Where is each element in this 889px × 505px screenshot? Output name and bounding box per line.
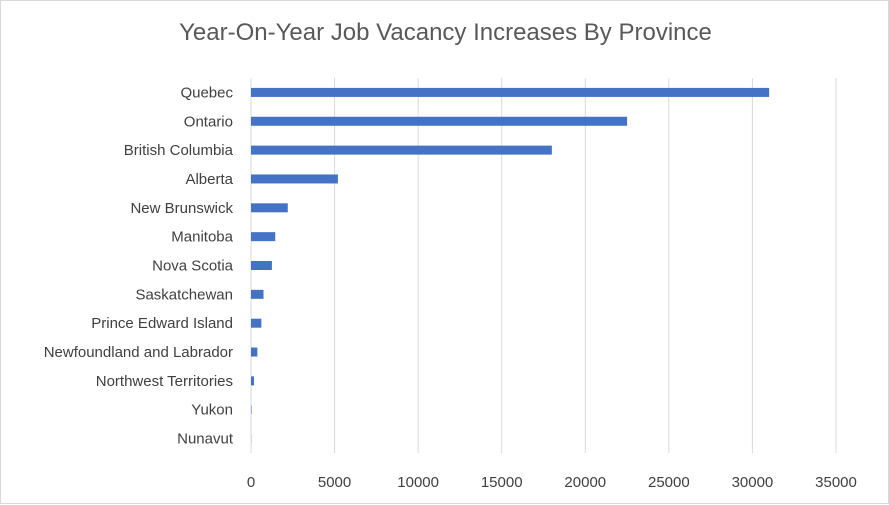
category-label: Northwest Territories: [96, 373, 233, 390]
category-label: British Columbia: [124, 142, 234, 159]
bar: [251, 232, 275, 241]
category-label: Prince Edward Island: [91, 315, 233, 332]
x-tick-label: 10000: [397, 474, 439, 491]
bars: [251, 88, 769, 443]
category-labels: Quebec Ontario British Columbia Alberta New …: [44, 84, 234, 447]
bar: [251, 174, 338, 183]
x-tick-label: 35000: [815, 474, 857, 491]
bar: [251, 319, 261, 328]
category-label: Nunavut: [177, 431, 234, 448]
x-tick-label: 25000: [648, 474, 690, 491]
bar: [251, 203, 288, 212]
category-label: Ontario: [184, 113, 233, 130]
bar: [251, 376, 254, 385]
category-label: Quebec: [180, 84, 233, 101]
bar: [251, 88, 769, 97]
x-tick-label: 0: [247, 474, 255, 491]
bar: [251, 290, 264, 299]
category-label: Yukon: [191, 402, 233, 419]
category-label: Nova Scotia: [152, 258, 234, 275]
gridlines: [251, 78, 836, 453]
category-label: New Brunswick: [130, 200, 233, 217]
bar: [251, 261, 272, 270]
bar: [251, 117, 627, 126]
x-tick-label: 15000: [481, 474, 523, 491]
category-label: Saskatchewan: [135, 286, 233, 303]
x-tick-label: 20000: [564, 474, 606, 491]
category-label: Newfoundland and Labrador: [44, 344, 233, 361]
bar: [251, 146, 552, 155]
category-label: Alberta: [185, 171, 233, 188]
bar: [251, 348, 257, 357]
x-tick-labels: 0 5000 10000 15000 20000 25000 30000 35000: [247, 474, 857, 491]
category-label: Manitoba: [171, 229, 233, 246]
x-tick-label: 5000: [318, 474, 351, 491]
x-tick-label: 30000: [732, 474, 774, 491]
bar: [251, 405, 252, 414]
